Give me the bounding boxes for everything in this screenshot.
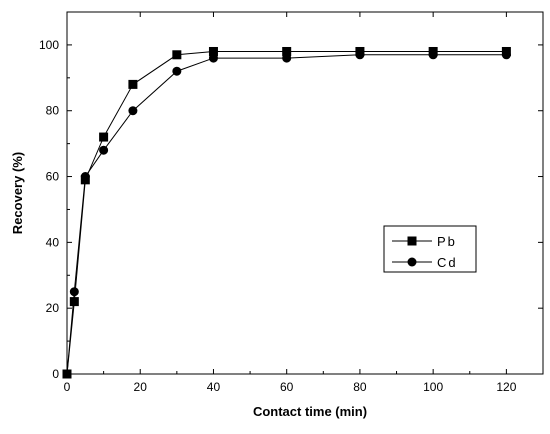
legend-label-cd: Cd bbox=[437, 255, 458, 270]
data-point-cd bbox=[80, 172, 90, 182]
data-point-cd bbox=[69, 287, 79, 297]
data-point-cd bbox=[62, 369, 72, 379]
plot-frame bbox=[66, 11, 544, 375]
data-point-cd bbox=[428, 50, 438, 60]
legend-marker-square-pb bbox=[407, 236, 417, 246]
data-point-pb bbox=[99, 132, 109, 142]
legend-box bbox=[383, 225, 477, 273]
data-point-pb bbox=[128, 79, 138, 89]
y-tick-label: 20 bbox=[46, 301, 60, 315]
data-point-cd bbox=[501, 50, 511, 60]
x-tick-label: 60 bbox=[280, 380, 294, 394]
y-tick-label: 80 bbox=[46, 104, 60, 118]
data-point-pb bbox=[208, 46, 218, 56]
data-point-cd bbox=[99, 145, 109, 155]
series-layer bbox=[62, 46, 511, 379]
y-tick-label: 100 bbox=[39, 38, 59, 52]
y-tick-label: 0 bbox=[52, 367, 59, 381]
series-line-cd bbox=[66, 54, 507, 375]
data-point-cd bbox=[208, 53, 218, 63]
data-point-pb bbox=[69, 297, 79, 307]
y-tick-label: 40 bbox=[46, 235, 60, 249]
x-tick-label: 40 bbox=[207, 380, 221, 394]
x-tick-label: 80 bbox=[353, 380, 367, 394]
data-point-pb bbox=[172, 50, 182, 60]
data-point-cd bbox=[355, 50, 365, 60]
y-tick-label: 60 bbox=[46, 170, 60, 184]
x-tick-label: 0 bbox=[64, 380, 71, 394]
legend-marker-circle-cd bbox=[407, 257, 417, 267]
legend-label-pb: Pb bbox=[437, 234, 457, 249]
series-line-pb bbox=[66, 50, 507, 375]
data-point-cd bbox=[282, 53, 292, 63]
data-point-cd bbox=[128, 106, 138, 116]
y-axis-title: Recovery (%) bbox=[10, 152, 25, 234]
legend: Pb Cd bbox=[383, 225, 477, 273]
x-axis-title: Contact time (min) bbox=[253, 404, 367, 419]
ticks-layer: 0 20 40 60 80 100 120 0 20 40 60 80 100 bbox=[39, 12, 543, 394]
x-tick-label: 20 bbox=[134, 380, 148, 394]
data-point-pb bbox=[282, 46, 292, 56]
data-point-cd bbox=[172, 66, 182, 76]
x-tick-label: 100 bbox=[423, 380, 443, 394]
x-tick-label: 120 bbox=[496, 380, 516, 394]
